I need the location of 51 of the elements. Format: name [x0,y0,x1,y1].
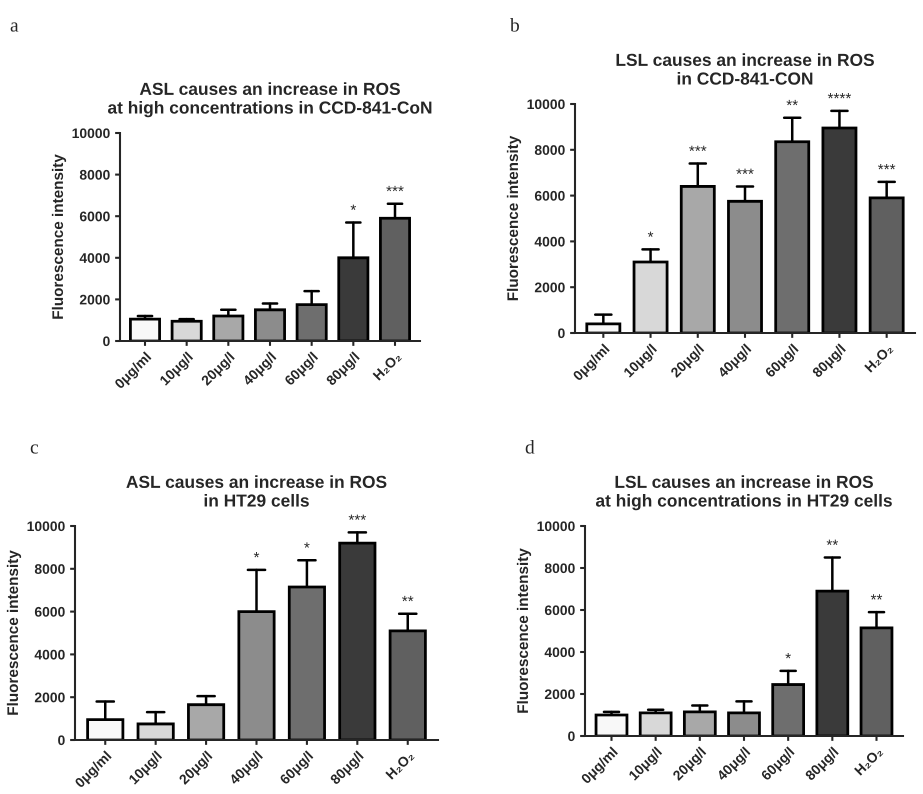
y-tick-label: 10000 [72,128,110,138]
y-tick-label: 4000 [534,236,565,247]
annotation: ** [826,540,838,546]
y-tick-label: 10000 [28,521,65,532]
y-tick-label: 2000 [544,689,575,700]
y-tick-label: 10000 [528,99,565,110]
y-tick-label: 6000 [80,212,110,222]
annotation: **** [828,93,852,98]
annotation: * [254,552,260,558]
y-tick-label: 2000 [34,692,65,702]
y-tick-label: 0 [558,328,565,338]
text: d [526,440,534,454]
annotation: *** [348,514,366,520]
y-tick-label: 2000 [534,282,565,292]
y-axis-title: Fluorescence intensity [516,548,532,713]
text: b [510,18,519,32]
annotation: *** [736,168,754,174]
y-axis-title: Fluorescence intensity [506,136,522,300]
annotation: * [648,232,654,237]
y-tick-label: 0 [58,735,65,746]
chart-title: LSL causes an increase in ROS in CCD-841-CON [616,53,874,85]
y-tick-label: 10000 [538,521,575,532]
y-tick-label: 6000 [34,606,65,617]
y-axis-title: Fluorescence intensity [52,154,66,319]
y-tick-label: 6000 [534,190,565,201]
chart-title: ASL causes an increase in ROS at high concentrations in CCD-841-CoN [108,82,432,118]
annotation: * [785,653,791,658]
y-tick-label: 0 [103,336,110,346]
text: c [30,444,38,454]
y-tick-label: 4000 [544,647,575,658]
y-tick-label: 6000 [544,605,575,616]
annotation: ** [402,596,414,602]
y-tick-label: 8000 [34,564,65,574]
y-tick-label: 8000 [544,563,575,574]
annotation: ** [870,594,882,600]
y-tick-label: 4000 [34,650,65,660]
annotation: *** [386,186,404,192]
annotation: *** [878,164,896,170]
annotation: ** [786,100,798,106]
chart-title: ASL causes an increase in ROS in HT29 cells [126,475,386,507]
annotation: * [304,542,310,548]
y-tick-label: 0 [568,731,575,742]
y-axis-title: Fluorescence intensity [6,550,22,715]
y-tick-label: 2000 [80,294,110,305]
y-tick-label: 4000 [80,253,110,263]
annotation: * [350,204,356,210]
y-tick-label: 8000 [80,170,110,180]
annotation: *** [689,146,706,152]
text: a [10,22,18,32]
chart-title: LSL causes an increase in ROS at high concentrations in HT29 cells [596,475,892,510]
y-tick-label: 8000 [534,145,565,155]
